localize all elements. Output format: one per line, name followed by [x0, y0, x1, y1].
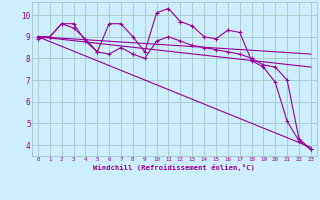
X-axis label: Windchill (Refroidissement éolien,°C): Windchill (Refroidissement éolien,°C)	[93, 164, 255, 171]
